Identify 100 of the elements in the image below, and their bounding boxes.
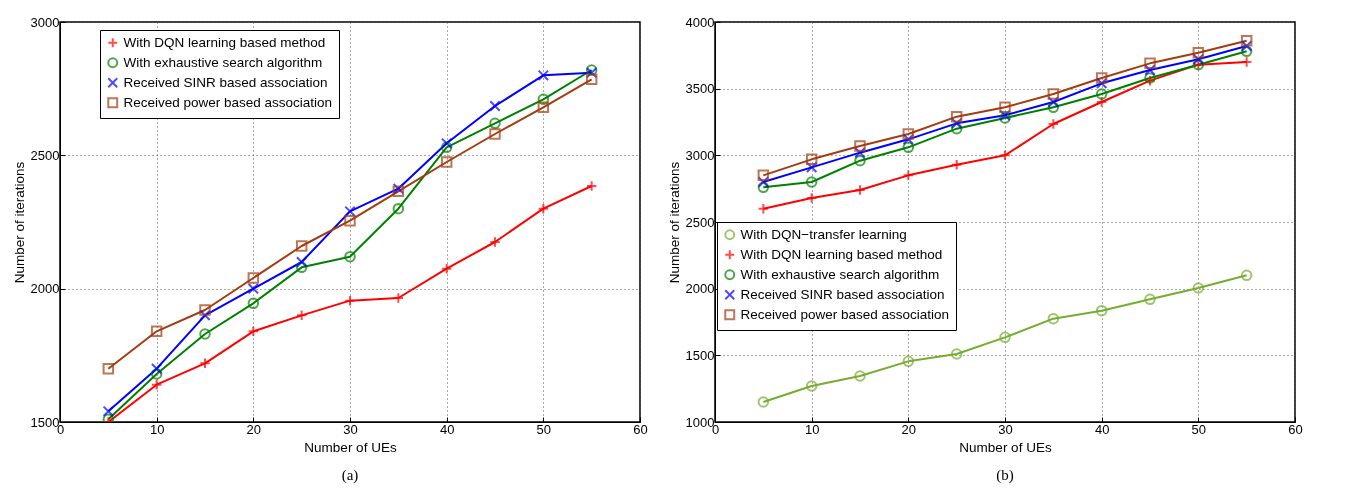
point [489, 236, 501, 248]
point [805, 153, 818, 166]
point [1095, 96, 1108, 108]
x-tick-label: 20 [901, 421, 917, 437]
point [854, 370, 866, 382]
point [247, 282, 260, 295]
point [1240, 40, 1253, 52]
point [150, 362, 163, 375]
point [1240, 269, 1253, 282]
point [950, 348, 963, 360]
point [489, 128, 501, 140]
x-tick-label: 30 [998, 421, 1013, 437]
point [1192, 53, 1205, 66]
x-axis-title: Number of UEs [959, 439, 1052, 455]
point [150, 325, 163, 338]
legend-label: Received power based association [740, 306, 950, 322]
point [757, 176, 770, 188]
point [440, 137, 453, 150]
x-tick-label: 50 [1191, 421, 1207, 437]
x-tick-label: 10 [149, 421, 165, 437]
point [950, 122, 963, 135]
point [199, 328, 211, 340]
point [1095, 77, 1108, 90]
point [1047, 101, 1060, 114]
y-tick-label: 3000 [30, 14, 60, 30]
point [999, 331, 1011, 344]
point [199, 309, 211, 322]
point [344, 205, 356, 218]
legend-label: With DQN learning based method [740, 246, 943, 262]
point [440, 156, 453, 168]
y-tick-label: 3000 [685, 147, 715, 163]
point [902, 133, 915, 146]
point [537, 69, 550, 82]
point [585, 73, 598, 86]
point [102, 362, 115, 375]
y-tick-label: 2000 [30, 281, 60, 297]
point [1095, 304, 1108, 317]
point [1095, 88, 1108, 100]
legend-label: Received SINR based association [123, 74, 328, 90]
point [902, 141, 915, 154]
point [440, 141, 453, 154]
point [150, 368, 163, 380]
y-tick-label: 3500 [685, 81, 715, 97]
point [392, 292, 405, 304]
x-tick-label: 30 [343, 421, 358, 437]
x-tick-label: 10 [804, 421, 820, 437]
x-tick-label: 50 [536, 421, 552, 437]
point [295, 256, 308, 268]
point [1240, 34, 1253, 47]
point [295, 240, 308, 252]
x-tick-label: 20 [246, 421, 262, 437]
x-tick-label: 60 [633, 421, 648, 437]
point [1047, 312, 1060, 325]
point [1144, 57, 1156, 70]
point [199, 304, 211, 316]
y-tick-label: 1500 [685, 347, 715, 363]
point [585, 180, 598, 192]
point [295, 261, 308, 274]
point [392, 202, 405, 215]
text: (b) [996, 466, 1014, 484]
point [854, 154, 866, 167]
legend-label: With DQN learning based method [123, 34, 326, 50]
point [1240, 45, 1253, 58]
point [950, 110, 963, 123]
point [537, 101, 550, 114]
point [344, 214, 356, 227]
point [1192, 46, 1205, 59]
point [489, 100, 501, 112]
point [805, 176, 818, 188]
point [757, 169, 770, 182]
x-tick-label: 40 [1094, 421, 1110, 437]
point [247, 297, 260, 310]
point [1047, 96, 1060, 108]
point [1047, 88, 1060, 100]
point [1047, 118, 1060, 130]
y-tick-label: 2500 [685, 214, 715, 230]
point [757, 396, 770, 408]
point [854, 146, 866, 159]
y-axis-title: Number of iterations [11, 161, 27, 284]
point [344, 250, 356, 263]
point [1192, 282, 1205, 294]
legend-label: With exhaustive search algorithm [740, 266, 940, 282]
text: (a) [341, 466, 359, 484]
point [757, 181, 770, 194]
point [805, 192, 818, 204]
legend-label: With exhaustive search algorithm [123, 54, 323, 70]
point [1144, 293, 1156, 306]
legend-label: With DQN−transfer learning [740, 226, 907, 242]
point [1144, 64, 1156, 76]
x-tick-label: 60 [1288, 421, 1303, 437]
point [102, 405, 115, 418]
point [950, 117, 963, 130]
y-axis-title: Number of iterations [666, 161, 682, 284]
legend-label: Received power based association [123, 94, 333, 110]
y-tick-label: 2500 [30, 147, 60, 163]
point [537, 93, 550, 106]
point [902, 128, 915, 140]
y-tick-label: 4000 [685, 14, 715, 30]
x-axis-title: Number of UEs [304, 439, 397, 455]
point [805, 380, 818, 392]
